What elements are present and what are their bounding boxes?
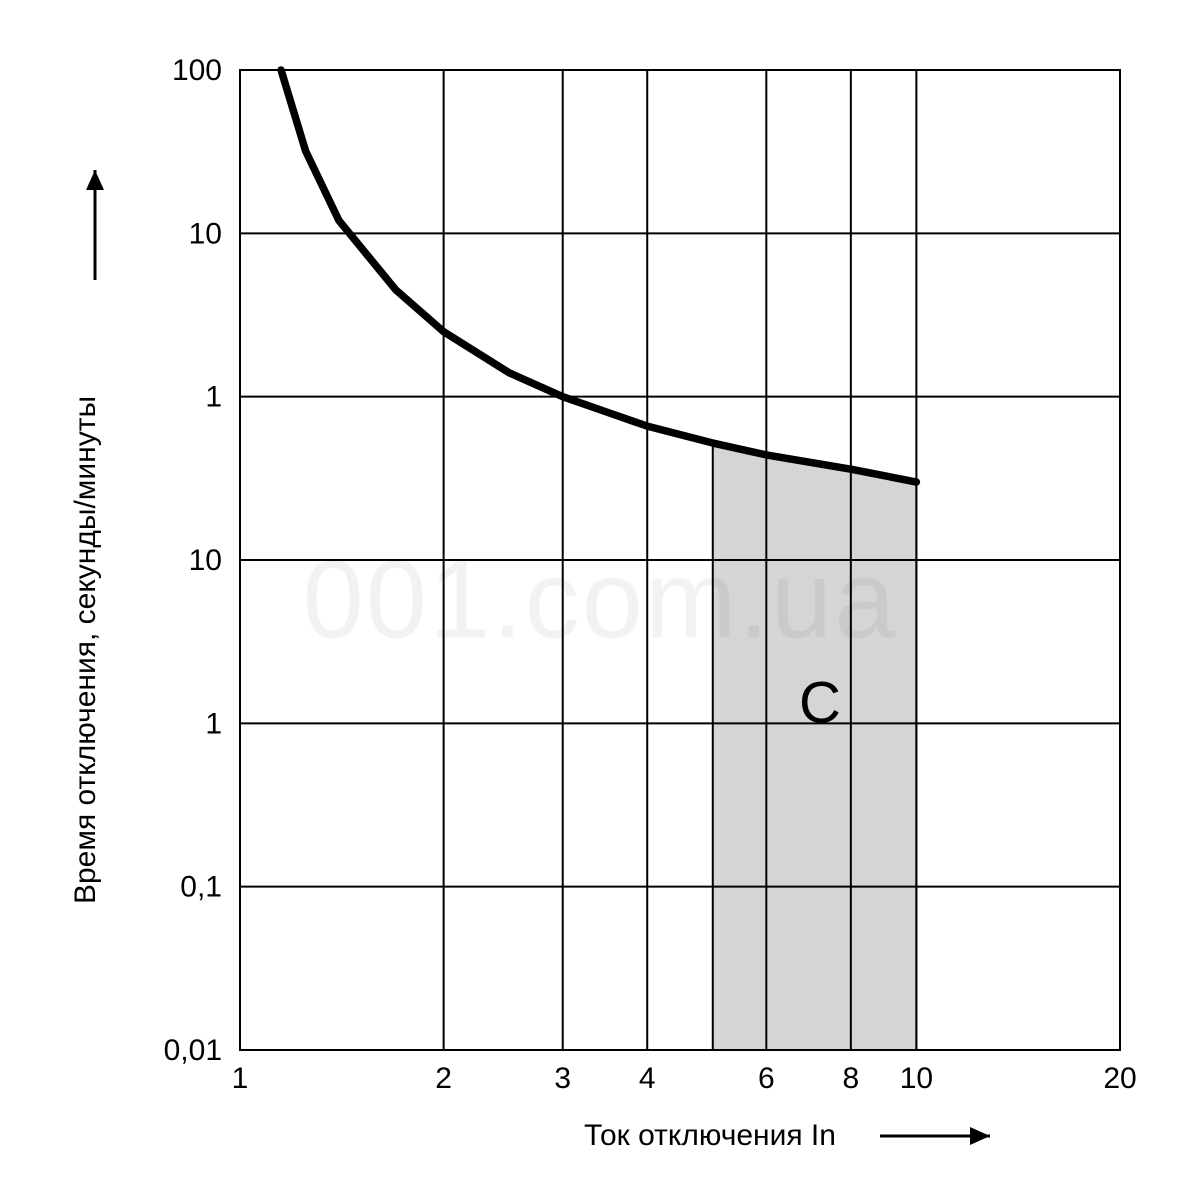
x-tick-label: 3 — [554, 1062, 571, 1095]
x-tick-label: 10 — [900, 1062, 933, 1095]
chart-container: C 1 2 3 4 6 8 10 20 0,01 0,1 1 10 1 10 100 Ток отключени… — [0, 0, 1200, 1200]
y-tick-label: 10 — [189, 544, 222, 577]
y-tick-label: 1 — [205, 381, 222, 414]
y-axis-arrow-icon — [86, 170, 104, 190]
y-axis-label: Время отключения, секунды/минуты — [69, 396, 102, 904]
y-tick-label: 0,1 — [180, 871, 222, 904]
x-axis-arrow-icon — [970, 1127, 990, 1145]
x-tick-label: 6 — [758, 1062, 775, 1095]
y-tick-label: 1 — [205, 707, 222, 740]
trip-curve-chart: C 1 2 3 4 6 8 10 20 0,01 0,1 1 10 1 10 100 Ток отключени… — [0, 0, 1200, 1200]
x-tick-label: 2 — [435, 1062, 452, 1095]
x-axis-label: Ток отключения In — [584, 1119, 836, 1152]
y-tick-label: 10 — [189, 217, 222, 250]
y-tick-label: 100 — [172, 54, 222, 87]
x-tick-label: 8 — [842, 1062, 859, 1095]
x-tick-label: 20 — [1103, 1062, 1136, 1095]
x-tick-label: 4 — [639, 1062, 656, 1095]
region-label: C — [799, 670, 841, 735]
x-tick-label: 1 — [232, 1062, 249, 1095]
y-tick-label: 0,01 — [164, 1034, 222, 1067]
